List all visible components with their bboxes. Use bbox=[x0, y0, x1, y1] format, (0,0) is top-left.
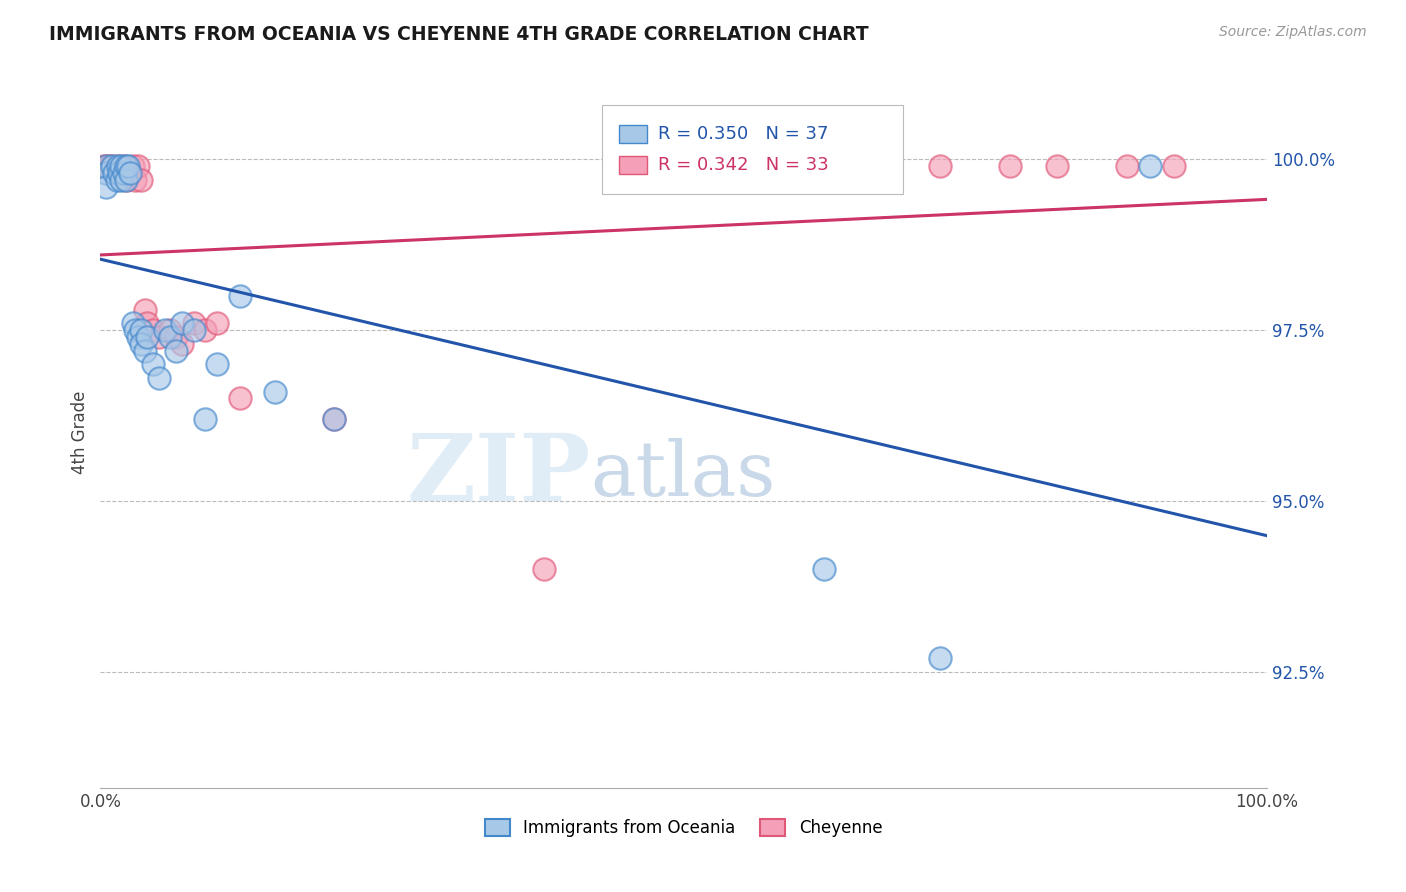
Point bbox=[103, 166, 125, 180]
Point bbox=[813, 562, 835, 576]
Point bbox=[264, 384, 287, 399]
Point bbox=[929, 159, 952, 173]
Point bbox=[136, 316, 159, 330]
Point bbox=[96, 159, 118, 173]
Point bbox=[96, 179, 118, 194]
Point bbox=[110, 159, 132, 173]
Point bbox=[110, 173, 132, 187]
Point bbox=[93, 159, 115, 173]
Point bbox=[96, 166, 118, 180]
Text: atlas: atlas bbox=[591, 438, 776, 512]
Text: ZIP: ZIP bbox=[406, 430, 591, 520]
Y-axis label: 4th Grade: 4th Grade bbox=[72, 391, 89, 475]
Point bbox=[122, 159, 145, 173]
Legend: Immigrants from Oceania, Cheyenne: Immigrants from Oceania, Cheyenne bbox=[478, 812, 889, 844]
Point bbox=[1139, 159, 1161, 173]
Point bbox=[1163, 159, 1185, 173]
Point bbox=[98, 159, 121, 173]
Point bbox=[159, 330, 181, 344]
Point bbox=[117, 159, 139, 173]
Point bbox=[103, 166, 125, 180]
Point bbox=[1046, 159, 1069, 173]
Point bbox=[183, 316, 205, 330]
Point bbox=[153, 323, 176, 337]
Point bbox=[322, 412, 344, 426]
Point bbox=[96, 159, 118, 173]
Point bbox=[118, 166, 141, 180]
Text: R = 0.342   N = 33: R = 0.342 N = 33 bbox=[658, 156, 828, 174]
Point bbox=[229, 289, 252, 303]
Text: IMMIGRANTS FROM OCEANIA VS CHEYENNE 4TH GRADE CORRELATION CHART: IMMIGRANTS FROM OCEANIA VS CHEYENNE 4TH … bbox=[49, 25, 869, 44]
Point bbox=[1116, 159, 1139, 173]
Point bbox=[115, 159, 138, 173]
Point bbox=[194, 323, 217, 337]
Point bbox=[194, 412, 217, 426]
Point bbox=[112, 166, 135, 180]
Point bbox=[107, 159, 129, 173]
Point bbox=[165, 330, 187, 344]
Point bbox=[115, 173, 138, 187]
Point bbox=[134, 343, 156, 358]
Point bbox=[183, 323, 205, 337]
Point bbox=[129, 336, 152, 351]
Point bbox=[929, 651, 952, 665]
Point bbox=[170, 336, 193, 351]
Point bbox=[322, 412, 344, 426]
Point bbox=[148, 330, 170, 344]
Point bbox=[159, 323, 181, 337]
Point bbox=[165, 343, 187, 358]
Point bbox=[170, 316, 193, 330]
Point bbox=[136, 330, 159, 344]
Point bbox=[101, 159, 124, 173]
Point bbox=[129, 173, 152, 187]
Point bbox=[127, 159, 149, 173]
Point bbox=[124, 173, 146, 187]
Point bbox=[229, 392, 252, 406]
Point bbox=[1000, 159, 1022, 173]
Point bbox=[533, 562, 555, 576]
Point bbox=[129, 323, 152, 337]
Point bbox=[134, 302, 156, 317]
Point bbox=[205, 316, 228, 330]
Point bbox=[124, 323, 146, 337]
Point bbox=[122, 316, 145, 330]
Point bbox=[118, 166, 141, 180]
Point bbox=[142, 323, 165, 337]
Point bbox=[101, 159, 124, 173]
Point bbox=[107, 159, 129, 173]
Point bbox=[112, 159, 135, 173]
Point bbox=[148, 371, 170, 385]
Point bbox=[127, 330, 149, 344]
Point bbox=[108, 166, 131, 180]
Text: R = 0.350   N = 37: R = 0.350 N = 37 bbox=[658, 125, 828, 143]
Point bbox=[813, 159, 835, 173]
Text: Source: ZipAtlas.com: Source: ZipAtlas.com bbox=[1219, 25, 1367, 39]
Point bbox=[142, 357, 165, 371]
Point bbox=[110, 166, 132, 180]
Point bbox=[115, 173, 138, 187]
Point bbox=[105, 173, 128, 187]
Point bbox=[205, 357, 228, 371]
